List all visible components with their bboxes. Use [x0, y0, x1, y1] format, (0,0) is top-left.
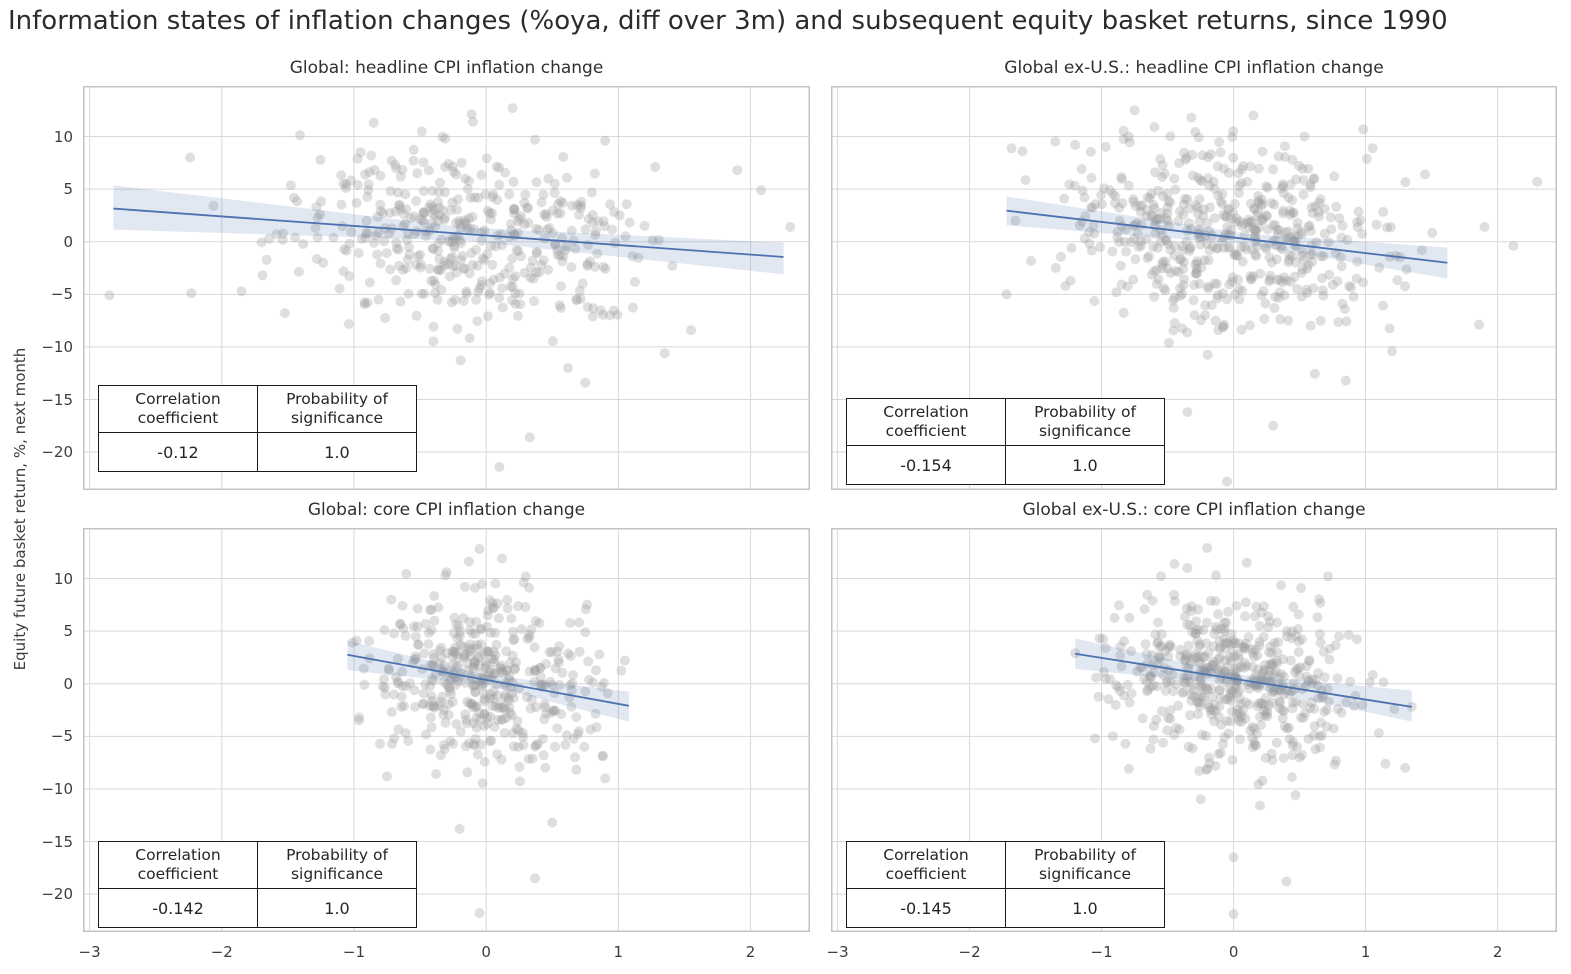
x-tick-label: −2	[958, 943, 981, 961]
stats-header-probability: Probability of significance	[257, 841, 417, 889]
x-tick-label: −3	[826, 943, 849, 961]
subplot-title: Global ex-U.S.: headline CPI inflation c…	[1004, 58, 1384, 78]
regression-line	[1075, 652, 1412, 708]
scatter-points	[1001, 105, 1543, 487]
y-tick-label: −10	[41, 337, 73, 356]
x-tick-label: −2	[210, 943, 233, 961]
y-tick-label: −5	[50, 727, 73, 746]
subplot-global-ex-us-core-cpi: Global ex-U.S.: core CPI inflation chang…	[827, 500, 1557, 961]
probability-value: 1.0	[257, 888, 417, 928]
stats-table: Correlation coefficient Probability of s…	[846, 398, 1165, 485]
probability-value: 1.0	[1005, 445, 1165, 485]
scatter-plot	[831, 86, 1557, 490]
stats-table: Correlation coefficient Probability of s…	[98, 841, 417, 928]
correlation-value: -0.12	[98, 432, 258, 472]
x-tick-label: 0	[481, 943, 491, 961]
subplot-global-core-cpi: Global: core CPI inflation change Correl…	[41, 500, 810, 961]
y-tick-label: 10	[53, 127, 73, 146]
y-tick-label: −10	[41, 779, 73, 798]
x-tick-label: 1	[613, 943, 624, 961]
subplot-global-headline-cpi: Global: headline CPI inflation change Co…	[41, 58, 810, 490]
correlation-value: -0.145	[846, 888, 1006, 928]
plot-frame	[831, 86, 1557, 490]
y-tick-label: 10	[53, 569, 73, 588]
plot-frame	[83, 86, 810, 490]
x-tick-label: −3	[78, 943, 101, 961]
correlation-value: -0.142	[98, 888, 258, 928]
stats-header-probability: Probability of significance	[1005, 398, 1165, 446]
subplot-global-ex-us-headline-cpi: Global ex-U.S.: headline CPI inflation c…	[831, 58, 1557, 490]
x-tick-label: −1	[342, 943, 366, 961]
scatter-points	[104, 103, 796, 472]
subplot-title: Global: core CPI inflation change	[307, 500, 586, 520]
subplot-title: Global ex-U.S.: core CPI inflation chang…	[1022, 500, 1366, 520]
regression-line	[113, 207, 784, 258]
stats-header-correlation: Correlation coefficient	[846, 398, 1006, 446]
y-tick-label: −5	[50, 285, 73, 304]
y-tick-label: 5	[63, 622, 73, 641]
figure-title: Information states of inflation changes …	[8, 6, 1448, 36]
grid-lines	[83, 528, 810, 932]
y-tick-label: −15	[41, 832, 73, 851]
regression-line	[1006, 209, 1448, 264]
y-tick-label: −15	[41, 390, 73, 409]
y-tick-label: 5	[63, 180, 73, 199]
stats-table: Correlation coefficient Probability of s…	[98, 385, 417, 472]
probability-value: 1.0	[1005, 888, 1165, 928]
stats-header-correlation: Correlation coefficient	[846, 841, 1006, 889]
subplot-title: Global: headline CPI inflation change	[289, 58, 604, 78]
probability-value: 1.0	[257, 432, 417, 472]
stats-header-probability: Probability of significance	[1005, 841, 1165, 889]
stats-header-correlation: Correlation coefficient	[98, 841, 258, 889]
correlation-value: -0.154	[846, 445, 1006, 485]
stats-header-probability: Probability of significance	[257, 385, 417, 433]
regression-line	[347, 653, 630, 707]
y-tick-label: 0	[63, 674, 73, 693]
stats-table: Correlation coefficient Probability of s…	[846, 841, 1165, 928]
scatter-points	[347, 544, 630, 919]
x-tick-label: 2	[745, 943, 756, 961]
y-tick-label: −20	[41, 885, 73, 904]
x-tick-label: 1	[1360, 943, 1371, 961]
x-tick-label: 2	[1492, 943, 1503, 961]
plot-frame	[831, 528, 1557, 932]
x-tick-label: 0	[1228, 943, 1239, 961]
grid-lines	[83, 86, 810, 490]
confidence-band	[113, 185, 784, 275]
y-tick-label: −20	[41, 443, 73, 462]
plot-frame	[83, 528, 810, 932]
x-tick-label: −1	[1090, 943, 1113, 961]
y-tick-label: 0	[63, 232, 73, 251]
stats-header-correlation: Correlation coefficient	[98, 385, 258, 433]
